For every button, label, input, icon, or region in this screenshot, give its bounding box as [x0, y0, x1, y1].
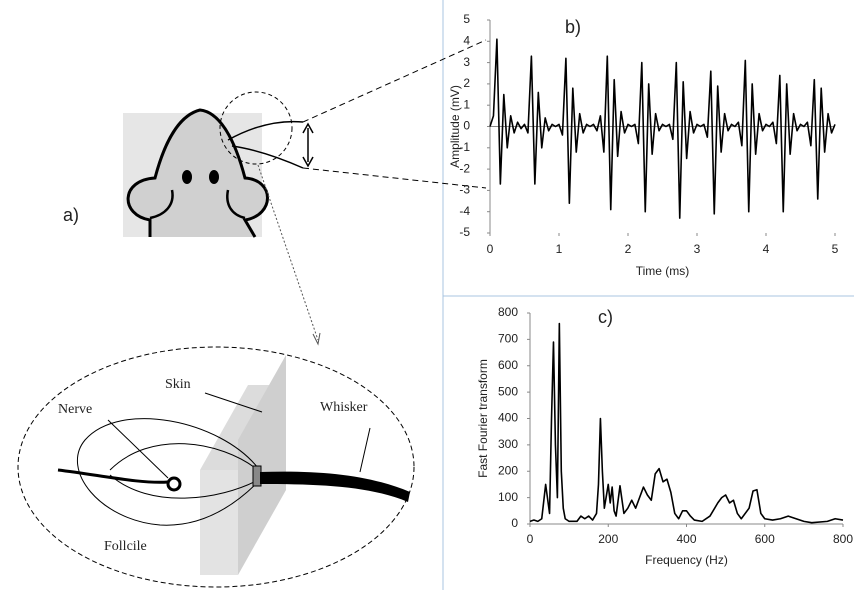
y-tick-label: 4 — [463, 33, 470, 47]
x-tick-label: 400 — [676, 532, 696, 546]
connector — [302, 167, 487, 189]
pointer — [204, 392, 263, 413]
x-tick-label: 600 — [755, 532, 775, 546]
whisker-label: Whisker — [320, 400, 368, 415]
x-tick-label: 800 — [833, 532, 853, 546]
y-tick-label: -3 — [459, 183, 470, 197]
zoom-circle — [219, 91, 293, 165]
panel-label: a) — [63, 205, 79, 225]
x-tick-label: 4 — [763, 242, 770, 256]
arrowhead — [312, 332, 321, 346]
x-tick-label: 3 — [694, 242, 701, 256]
y-axis-title: Amplitude (mV) — [448, 85, 462, 168]
y-tick-label: 2 — [463, 76, 470, 90]
mouse-head — [126, 108, 269, 238]
y-tick-label: 0 — [511, 516, 518, 530]
chart-title: b) — [565, 17, 581, 37]
nerve-fiber — [57, 468, 169, 484]
x-tick-label: 0 — [487, 242, 494, 256]
skin-label: Skin — [165, 377, 191, 392]
y-tick-label: -1 — [459, 140, 470, 154]
x-tick-label: 200 — [598, 532, 618, 546]
collar — [252, 465, 262, 487]
whiskers — [227, 120, 304, 169]
connector — [302, 39, 487, 123]
y-tick-label: 300 — [498, 437, 518, 451]
y-tick-label: 3 — [463, 55, 470, 69]
eye — [209, 170, 219, 184]
signal-line — [489, 38, 836, 219]
y-tick-label: 500 — [498, 384, 518, 398]
nerve-ending — [166, 476, 182, 492]
y-tick-label: -4 — [459, 204, 470, 218]
chart-title: c) — [598, 307, 613, 327]
y-tick-label: 5 — [463, 12, 470, 26]
follicle-inner — [109, 443, 259, 499]
follicle-label: Follcile — [104, 539, 147, 554]
follicle-outline — [77, 418, 259, 526]
whisker-shaft — [260, 471, 410, 502]
y-tick-label: 700 — [498, 332, 518, 346]
nerve-label: Nerve — [58, 402, 92, 417]
signal-line — [529, 322, 844, 524]
zoom-pointer — [257, 164, 319, 341]
ears — [149, 189, 246, 220]
y-tick-label: 0 — [463, 119, 470, 133]
y-tick-label: 1 — [463, 97, 470, 111]
y-tick-label: 600 — [498, 358, 518, 372]
x-tick-label: 2 — [625, 242, 632, 256]
eye — [182, 170, 192, 184]
y-tick-label: -5 — [459, 225, 470, 239]
zoom-ellipse — [17, 346, 415, 588]
y-tick-label: -2 — [459, 161, 470, 175]
x-axis-title: Time (ms) — [636, 264, 690, 278]
y-tick-label: 100 — [498, 490, 518, 504]
y-tick-label: 400 — [498, 411, 518, 425]
pointer — [359, 427, 371, 473]
y-tick-label: 800 — [498, 305, 518, 319]
skin-side — [238, 355, 286, 575]
motion-arrow — [302, 122, 314, 168]
x-tick-label: 5 — [832, 242, 839, 256]
y-axis-title: Fast Fourier transform — [476, 359, 490, 478]
pointer — [107, 419, 169, 479]
skin-front — [200, 470, 238, 575]
x-tick-label: 0 — [527, 532, 534, 546]
x-axis-title: Frequency (Hz) — [645, 553, 728, 567]
y-tick-label: 200 — [498, 463, 518, 477]
x-tick-label: 1 — [556, 242, 563, 256]
